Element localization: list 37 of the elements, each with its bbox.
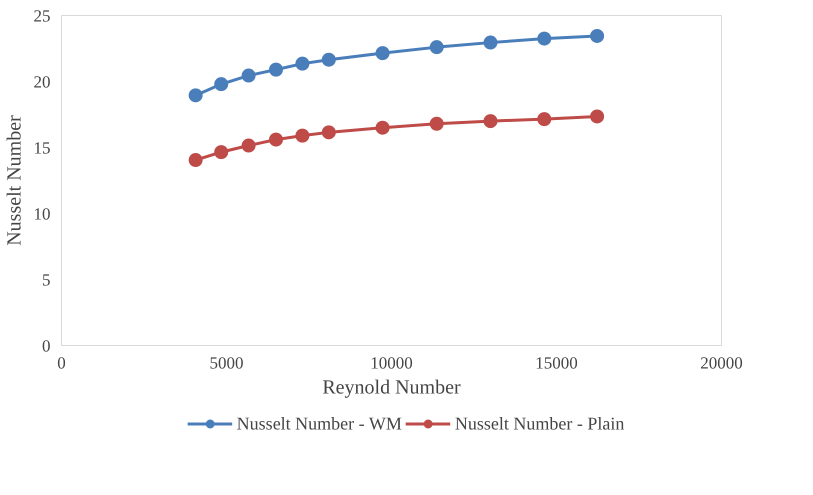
y-tick-label: 5 (42, 270, 50, 290)
x-tick-label: 5000 (210, 354, 244, 372)
y-axis-title: Nusselt Number (4, 114, 26, 246)
point (242, 68, 256, 83)
x-tick-label: 20000 (700, 354, 743, 372)
point (376, 46, 390, 60)
y-tick-label: 0 (42, 336, 50, 356)
y-tick-label: 15 (34, 138, 50, 158)
point (269, 132, 283, 147)
x-tick-label: 15000 (535, 354, 578, 372)
point (188, 88, 203, 102)
point (214, 77, 228, 92)
point (322, 125, 336, 140)
point (269, 62, 283, 77)
point (590, 28, 604, 43)
point (214, 145, 228, 160)
point (295, 56, 310, 71)
point (322, 52, 336, 67)
point (430, 40, 444, 54)
point (430, 116, 444, 131)
legend-label: Nusselt Number - Plain (454, 413, 624, 434)
point (376, 120, 390, 135)
point (590, 109, 604, 124)
point (537, 32, 552, 46)
x-axis-title: Reynold Number (322, 376, 461, 398)
point (484, 36, 498, 50)
point (484, 114, 498, 128)
y-tick-label: 10 (34, 204, 50, 224)
x-tick-label: 0 (57, 354, 66, 372)
y-tick-label: 25 (34, 6, 50, 26)
point (242, 138, 256, 153)
point (537, 112, 552, 126)
x-tick-label: 10000 (370, 354, 413, 372)
point (295, 128, 310, 143)
y-tick-label: 20 (34, 72, 50, 92)
legend-label: Nusselt Number - WM (236, 413, 402, 434)
point (188, 153, 203, 168)
